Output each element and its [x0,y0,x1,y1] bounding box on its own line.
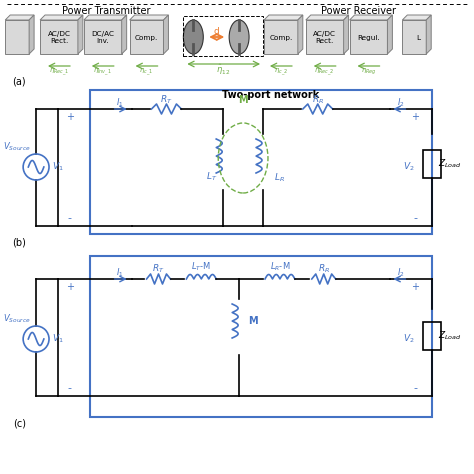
Text: Regul.: Regul. [357,35,380,41]
Polygon shape [130,15,168,20]
Text: $\eta_{c\_2}$: $\eta_{c\_2}$ [274,66,288,78]
Text: $L_R$: $L_R$ [273,172,284,184]
Polygon shape [350,15,392,20]
Text: Comp.: Comp. [135,35,158,41]
Text: -: - [68,383,72,393]
Text: (c): (c) [13,419,26,429]
Text: $R_T$: $R_T$ [152,263,165,275]
Text: $\eta_{Inv\_1}$: $\eta_{Inv\_1}$ [93,66,112,78]
Text: +: + [411,112,419,122]
Bar [90,256,432,417]
Text: M: M [238,95,248,105]
Text: +: + [66,112,74,122]
Polygon shape [426,15,431,54]
Text: +: + [411,282,419,292]
Bar [402,20,426,54]
Polygon shape [5,15,34,20]
Text: $I_1$: $I_1$ [116,97,124,109]
Bar [306,20,344,54]
Bar [90,90,432,234]
Text: $V_2$: $V_2$ [402,161,414,173]
Text: -: - [68,213,72,223]
Text: DC/AC: DC/AC [91,31,114,37]
Polygon shape [264,15,303,20]
Polygon shape [84,15,127,20]
Text: Inv.: Inv. [96,38,109,44]
Text: $V_2$: $V_2$ [402,333,414,345]
Text: $Z_{Load}$: $Z_{Load}$ [438,158,462,170]
Text: +: + [66,282,74,292]
Text: $L_R$-M: $L_R$-M [270,261,290,273]
Ellipse shape [229,20,249,54]
Text: $V_{Source}$: $V_{Source}$ [3,141,31,153]
Text: $R_R$: $R_R$ [318,263,330,275]
Text: $\eta_{c\_1}$: $\eta_{c\_1}$ [139,66,154,78]
Polygon shape [78,15,83,54]
Text: $\eta_{Rec\_2}$: $\eta_{Rec\_2}$ [314,66,335,78]
Polygon shape [306,15,348,20]
Text: $V_1$: $V_1$ [52,161,64,173]
Bar [130,20,164,54]
Text: Two-port network: Two-port network [222,90,319,100]
Polygon shape [122,15,127,54]
Bar [423,150,441,178]
Ellipse shape [183,20,203,54]
Text: d: d [213,27,219,36]
Text: $I_2$: $I_2$ [397,267,404,279]
Bar [84,20,122,54]
Text: $V_1$: $V_1$ [52,333,64,345]
Text: $\eta_{Reg}$: $\eta_{Reg}$ [361,67,376,77]
Bar [183,16,263,56]
Polygon shape [164,15,168,54]
Text: $V_{Source}$: $V_{Source}$ [3,313,31,325]
Text: Rect.: Rect. [50,38,68,44]
Polygon shape [402,15,431,20]
Polygon shape [344,15,348,54]
Text: M: M [248,316,258,326]
Text: Rect.: Rect. [316,38,334,44]
Text: $I_1$: $I_1$ [116,267,124,279]
Bar [5,20,29,54]
Text: $L_T$-M: $L_T$-M [191,261,211,273]
Text: $I_2$: $I_2$ [397,97,404,109]
Polygon shape [298,15,303,54]
Text: $R_T$: $R_T$ [160,94,173,106]
Text: $\hat{\eta}_{12}$: $\hat{\eta}_{12}$ [216,63,230,77]
Text: (b): (b) [12,237,26,247]
Bar [264,20,298,54]
Text: L: L [416,35,420,41]
Text: -: - [413,383,417,393]
Text: Comp.: Comp. [269,35,292,41]
Text: $Z_{Load}$: $Z_{Load}$ [438,330,462,342]
Text: AC/DC: AC/DC [47,31,71,37]
Text: Power Receiver: Power Receiver [321,6,396,16]
Text: AC/DC: AC/DC [313,31,336,37]
Text: Power Transmitter: Power Transmitter [63,6,151,16]
Text: $\eta_{Rec\_1}$: $\eta_{Rec\_1}$ [49,66,69,78]
Text: $R_R$: $R_R$ [312,94,324,106]
Text: $L_T$: $L_T$ [206,171,217,183]
Polygon shape [29,15,34,54]
Bar [40,20,78,54]
Bar [350,20,387,54]
Bar [423,322,441,350]
Polygon shape [40,15,83,20]
Polygon shape [387,15,392,54]
Text: -: - [413,213,417,223]
Text: (a): (a) [12,76,26,86]
